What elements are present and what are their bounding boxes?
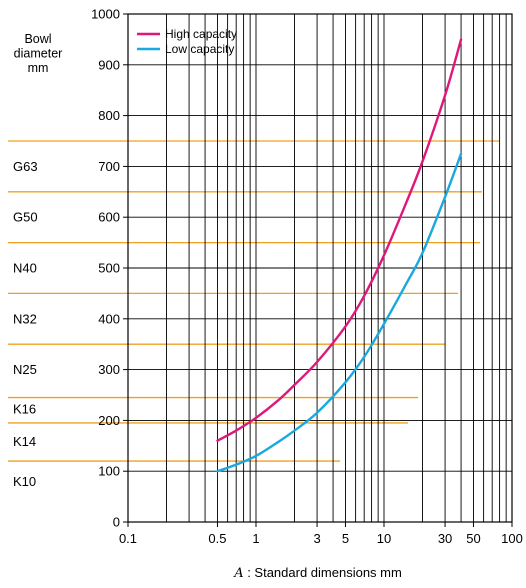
x-tick-label: 100 (501, 531, 523, 546)
series-line (216, 38, 463, 442)
class-label: K10 (13, 474, 36, 489)
y-tick-label: 200 (98, 413, 120, 428)
y-tick-label: 300 (98, 362, 120, 377)
legend-label: Low capacity (165, 42, 234, 56)
y-tick-label: 600 (98, 210, 120, 225)
y-tick-label: 100 (98, 464, 120, 479)
series-line (216, 152, 463, 473)
y-tick-labels: 0 100 200 300 400 500 600 700 800 900 1000 (91, 7, 120, 530)
legend-label: High capacity (165, 27, 237, 41)
class-boundary-lines (8, 140, 500, 462)
y-tick-label: 500 (98, 261, 120, 276)
class-label: G63 (13, 159, 38, 174)
x-axis-label: A : Standard dimensions mm (233, 565, 402, 581)
class-label: G50 (13, 210, 38, 225)
grid (123, 13, 513, 527)
x-axis-label-text: : Standard dimensions mm (244, 565, 402, 580)
y-tick-label: 900 (98, 57, 120, 72)
y-tick-label: 700 (98, 159, 120, 174)
x-tick-label: 5 (342, 531, 349, 546)
y-axis-label-line: mm (28, 61, 49, 75)
y-tick-label: 400 (98, 311, 120, 326)
y-tick-label: 0 (113, 515, 120, 530)
class-label: N32 (13, 311, 37, 326)
x-tick-label: 0.1 (119, 531, 137, 546)
series-curves (216, 38, 463, 473)
class-label: N25 (13, 362, 37, 377)
y-axis-label-line: diameter (14, 47, 63, 61)
y-tick-label: 1000 (91, 7, 120, 22)
x-tick-label: 3 (313, 531, 320, 546)
class-label: K16 (13, 402, 36, 417)
class-label: K14 (13, 434, 36, 449)
class-label: N40 (13, 261, 37, 276)
y-tick-label: 800 (98, 108, 120, 123)
x-tick-label: 50 (466, 531, 480, 546)
x-tick-label: 30 (438, 531, 452, 546)
y-axis-label-line: Bowl (24, 32, 51, 46)
x-tick-labels: 0.1 0.5 1 3 5 10 30 50 100 (119, 531, 523, 546)
x-axis-label-variable: A (233, 566, 243, 581)
class-labels: G63 G50 N40 N32 N25 K16 K14 K10 (13, 159, 38, 489)
x-tick-label: 0.5 (208, 531, 226, 546)
x-tick-label: 1 (252, 531, 259, 546)
x-tick-label: 10 (377, 531, 391, 546)
